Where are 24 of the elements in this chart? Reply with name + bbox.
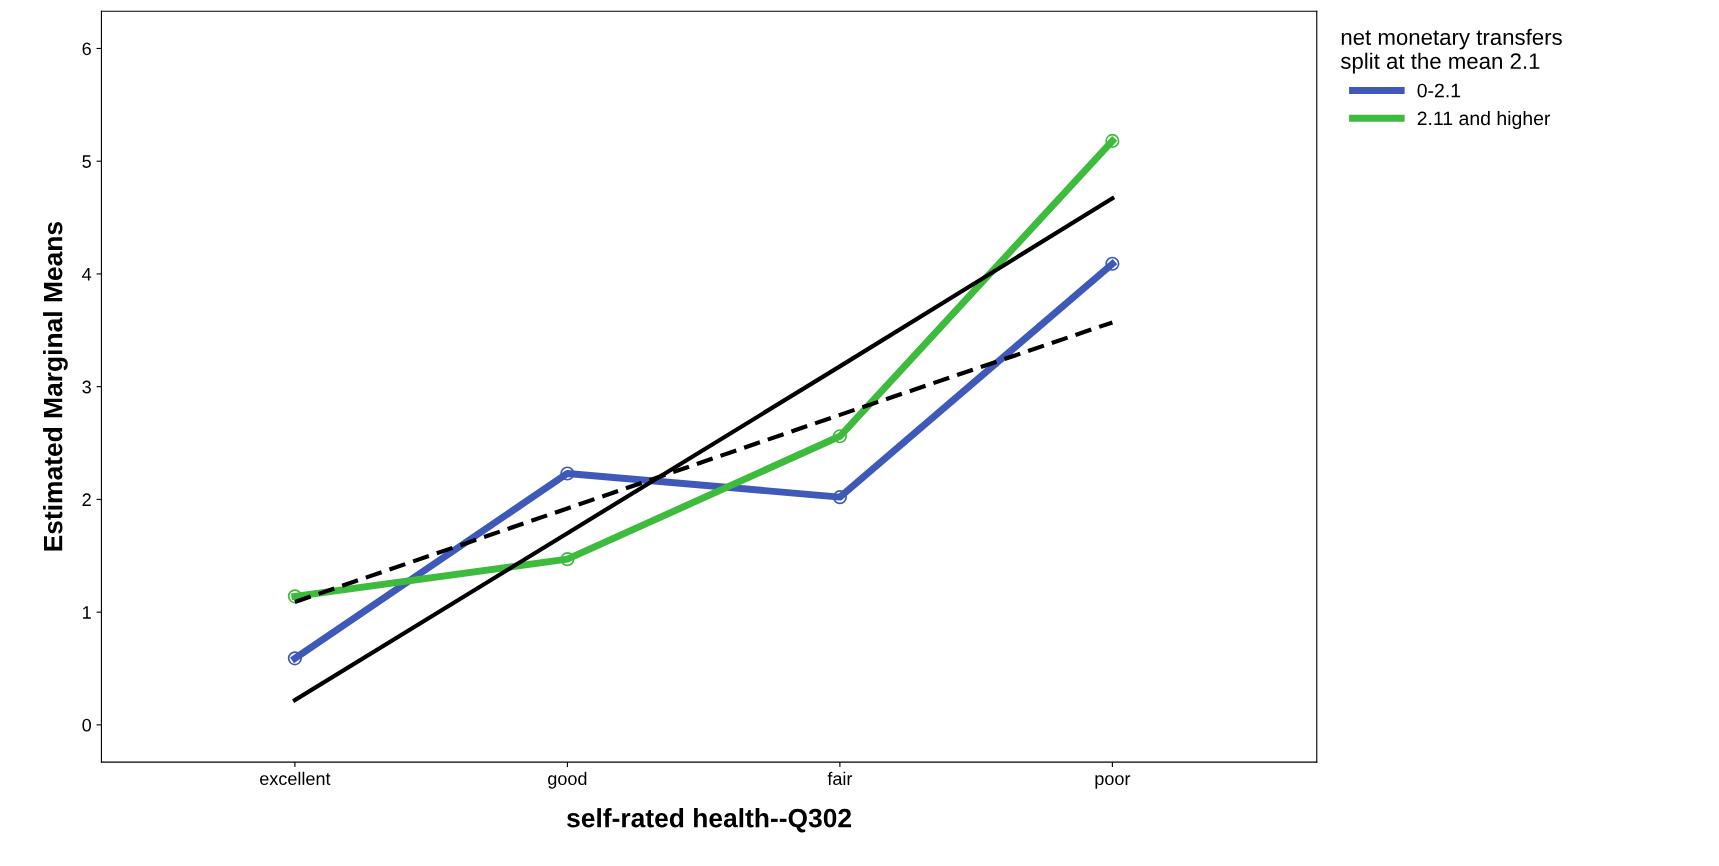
x-tick-label: poor xyxy=(1095,775,1131,789)
line-series xyxy=(292,196,1115,703)
point xyxy=(832,429,847,444)
y-tick-label: 5 xyxy=(82,155,91,168)
x-axis-title: self-rated health--Q302 xyxy=(567,808,852,833)
point xyxy=(832,490,847,505)
point xyxy=(287,651,302,666)
legend-label: 2.11 and higher xyxy=(1417,110,1551,130)
point xyxy=(1105,133,1120,148)
legend-title: net monetary transfers split at the mean 2.1 xyxy=(1340,28,1562,74)
y-tick-label: 6 xyxy=(82,42,91,56)
y-tick-label: 4 xyxy=(82,268,92,281)
point xyxy=(560,466,575,481)
y-tick-label: 2 xyxy=(82,493,91,506)
x-tick-label: excellent xyxy=(260,771,331,786)
x-tick-label: good xyxy=(548,771,587,789)
y-tick-label: 1 xyxy=(83,606,91,619)
legend-label: 0-2.1 xyxy=(1417,83,1461,98)
point xyxy=(1105,256,1120,271)
y-tick-label: 0 xyxy=(82,718,91,732)
y-axis-title: Estimated Marginal Means xyxy=(43,222,68,551)
point xyxy=(560,552,575,567)
x-tick-label: fair xyxy=(827,771,853,786)
y-tick-label: 3 xyxy=(82,380,91,394)
